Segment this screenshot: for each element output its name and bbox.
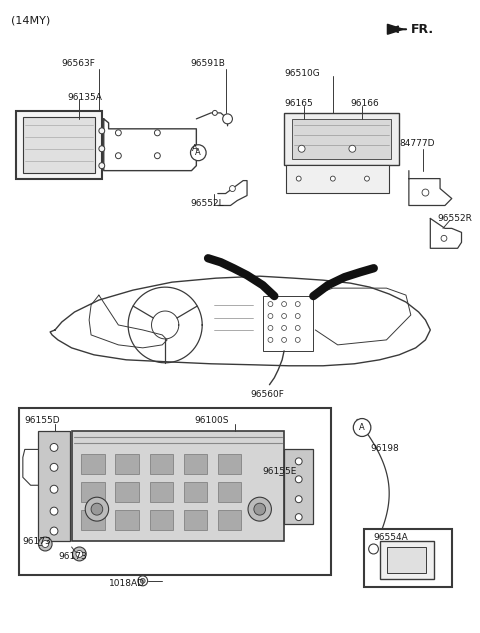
Text: 96166: 96166	[350, 99, 379, 108]
Circle shape	[116, 153, 121, 159]
Circle shape	[298, 145, 305, 152]
Text: 96563F: 96563F	[62, 59, 96, 68]
Bar	[72, 432, 284, 541]
Circle shape	[85, 497, 108, 521]
Text: 96510G: 96510G	[284, 69, 320, 78]
Bar	[184, 454, 207, 474]
Circle shape	[422, 189, 429, 196]
Circle shape	[155, 153, 160, 159]
Circle shape	[99, 128, 105, 134]
Text: A: A	[192, 144, 197, 153]
Circle shape	[38, 537, 52, 551]
Circle shape	[295, 476, 302, 483]
Text: A: A	[195, 148, 201, 157]
Bar	[38, 432, 70, 541]
Text: 96155D: 96155D	[25, 415, 60, 425]
Text: 84777D: 84777D	[399, 139, 434, 147]
Bar	[218, 510, 241, 530]
Text: 96198: 96198	[370, 444, 398, 453]
Circle shape	[223, 114, 232, 124]
Circle shape	[248, 497, 271, 521]
Text: 96165: 96165	[284, 99, 313, 108]
Text: 96591B: 96591B	[191, 59, 226, 68]
Text: 96155E: 96155E	[263, 467, 297, 477]
Bar	[116, 510, 139, 530]
Circle shape	[229, 185, 235, 192]
Bar	[218, 482, 241, 502]
Circle shape	[191, 145, 206, 161]
Bar	[150, 482, 173, 502]
Bar	[184, 482, 207, 502]
Circle shape	[91, 503, 103, 515]
Circle shape	[353, 418, 371, 437]
Circle shape	[296, 176, 301, 181]
Circle shape	[213, 110, 217, 115]
Circle shape	[140, 579, 145, 584]
Circle shape	[295, 513, 302, 520]
Bar	[364, 529, 452, 587]
Text: 96560F: 96560F	[250, 390, 284, 399]
Circle shape	[138, 576, 148, 586]
Bar	[23, 117, 95, 173]
Bar	[286, 165, 389, 192]
Bar	[150, 510, 173, 530]
Bar	[292, 119, 391, 159]
Bar	[284, 113, 399, 165]
Text: 96554A: 96554A	[374, 533, 408, 542]
Bar	[116, 482, 139, 502]
Text: 96100S: 96100S	[194, 415, 229, 425]
Text: 96173: 96173	[23, 537, 51, 546]
Circle shape	[50, 527, 58, 535]
Circle shape	[254, 503, 265, 515]
Circle shape	[72, 547, 86, 561]
Text: (14MY): (14MY)	[11, 15, 50, 25]
Circle shape	[50, 486, 58, 493]
Polygon shape	[387, 24, 403, 34]
Text: 96135A: 96135A	[68, 93, 103, 102]
Bar	[19, 408, 331, 575]
Circle shape	[99, 163, 105, 168]
Circle shape	[295, 496, 302, 503]
Circle shape	[116, 130, 121, 136]
Circle shape	[295, 458, 302, 465]
Bar	[263, 296, 313, 351]
Circle shape	[50, 463, 58, 472]
Bar	[81, 510, 105, 530]
Bar	[380, 541, 434, 579]
Circle shape	[50, 507, 58, 515]
Bar	[387, 547, 426, 573]
Text: FR.: FR.	[411, 23, 434, 36]
Text: 1018AD: 1018AD	[108, 579, 144, 588]
Circle shape	[369, 544, 378, 554]
Circle shape	[441, 235, 447, 241]
Bar	[16, 111, 102, 179]
Circle shape	[50, 444, 58, 451]
Circle shape	[330, 176, 335, 181]
Circle shape	[364, 176, 370, 181]
Text: A: A	[359, 423, 365, 432]
Bar	[81, 482, 105, 502]
Circle shape	[76, 551, 83, 558]
Text: 96552L: 96552L	[191, 199, 224, 208]
Bar	[284, 449, 313, 524]
Bar	[116, 454, 139, 474]
Bar	[184, 510, 207, 530]
Circle shape	[155, 130, 160, 136]
Bar	[218, 454, 241, 474]
Circle shape	[42, 541, 48, 548]
Circle shape	[99, 146, 105, 152]
Bar	[81, 454, 105, 474]
Text: 96173: 96173	[58, 552, 87, 561]
Circle shape	[349, 145, 356, 152]
Text: 96552R: 96552R	[437, 215, 472, 223]
Bar	[150, 454, 173, 474]
